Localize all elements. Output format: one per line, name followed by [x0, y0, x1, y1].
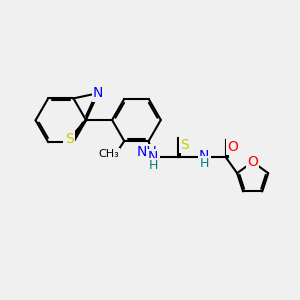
Text: H: H	[148, 159, 158, 172]
Text: O: O	[247, 155, 258, 169]
Text: H: H	[200, 158, 209, 170]
Text: S: S	[65, 132, 74, 146]
Text: N: N	[199, 149, 209, 163]
Text: S: S	[181, 138, 189, 152]
Text: NH: NH	[137, 145, 158, 159]
Text: N: N	[93, 86, 104, 100]
Text: CH₃: CH₃	[98, 149, 119, 159]
Text: O: O	[227, 140, 238, 154]
Text: N: N	[148, 150, 158, 164]
